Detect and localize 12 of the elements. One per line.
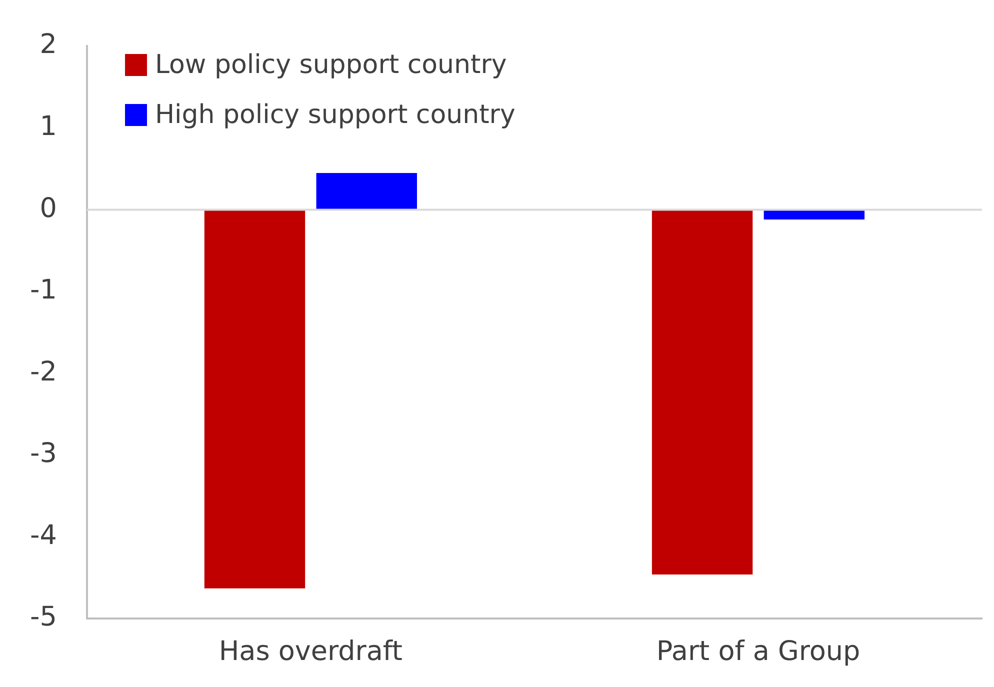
y-tick-label: -4	[30, 520, 57, 551]
y-tick-label: -5	[30, 602, 57, 633]
y-tick-label: -3	[30, 438, 57, 470]
y-tick-label: 1	[40, 110, 57, 142]
legend-label: High policy support country	[155, 100, 516, 130]
y-tick-label: -1	[30, 274, 57, 306]
legend-label: Low policy support country	[155, 50, 507, 80]
y-tick-label: 0	[40, 192, 57, 224]
y-tick-label: -2	[30, 356, 57, 388]
y-tick-label: 2	[40, 29, 57, 60]
x-tick-label: Part of a Group	[656, 636, 860, 667]
x-tick-label: Has overdraft	[218, 636, 403, 667]
